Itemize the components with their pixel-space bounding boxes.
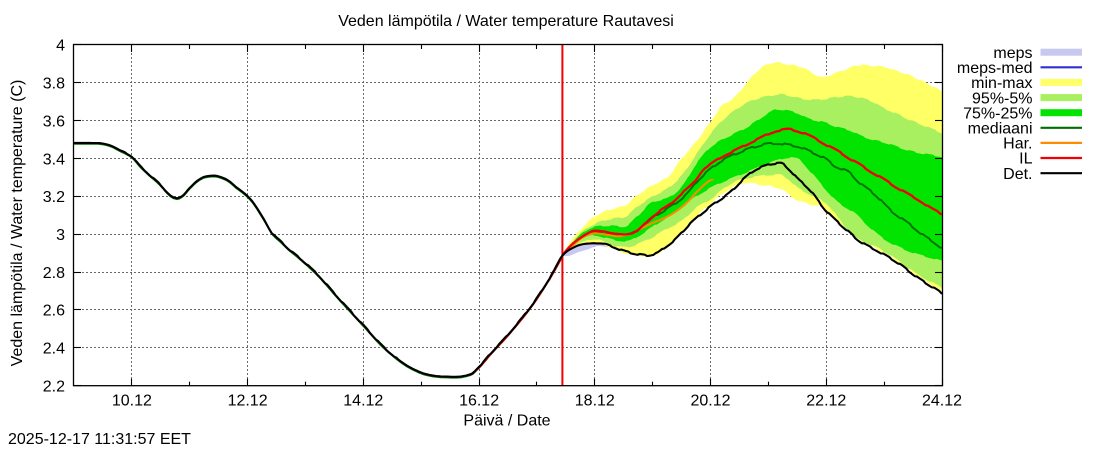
svg-text:2.4: 2.4	[43, 341, 65, 358]
svg-text:meps-med: meps-med	[957, 60, 1033, 77]
svg-text:Päivä / Date: Päivä / Date	[463, 413, 550, 430]
svg-text:2.6: 2.6	[43, 303, 65, 320]
svg-text:Veden lämpötila / Water temper: Veden lämpötila / Water temperature (C)	[9, 80, 26, 367]
svg-text:16.12: 16.12	[459, 393, 499, 410]
svg-text:12.12: 12.12	[228, 393, 268, 410]
svg-text:3: 3	[56, 227, 65, 244]
svg-text:10.12: 10.12	[112, 393, 152, 410]
svg-text:95%-5%: 95%-5%	[972, 90, 1032, 107]
svg-text:14.12: 14.12	[343, 393, 383, 410]
svg-text:Veden lämpötila / Water temper: Veden lämpötila / Water temperature Raut…	[338, 13, 674, 30]
svg-text:3.2: 3.2	[43, 189, 65, 206]
svg-text:2025-12-17 11:31:57 EET: 2025-12-17 11:31:57 EET	[8, 431, 191, 448]
svg-text:75%-25%: 75%-25%	[963, 105, 1032, 122]
svg-text:24.12: 24.12	[922, 393, 962, 410]
svg-text:4: 4	[56, 38, 65, 55]
svg-text:3.8: 3.8	[43, 76, 65, 93]
svg-text:20.12: 20.12	[690, 393, 730, 410]
svg-text:3.6: 3.6	[43, 113, 65, 130]
svg-text:mediaani: mediaani	[968, 121, 1033, 138]
svg-text:Det.: Det.	[1003, 166, 1032, 183]
svg-text:2.2: 2.2	[43, 378, 65, 395]
svg-text:meps: meps	[993, 45, 1032, 62]
svg-text:18.12: 18.12	[575, 393, 615, 410]
svg-text:Har.: Har.	[1003, 136, 1032, 153]
svg-text:min-max: min-max	[971, 75, 1032, 92]
svg-text:3.4: 3.4	[43, 151, 65, 168]
svg-text:2.8: 2.8	[43, 265, 65, 282]
svg-text:22.12: 22.12	[806, 393, 846, 410]
svg-text:IL: IL	[1019, 151, 1032, 168]
